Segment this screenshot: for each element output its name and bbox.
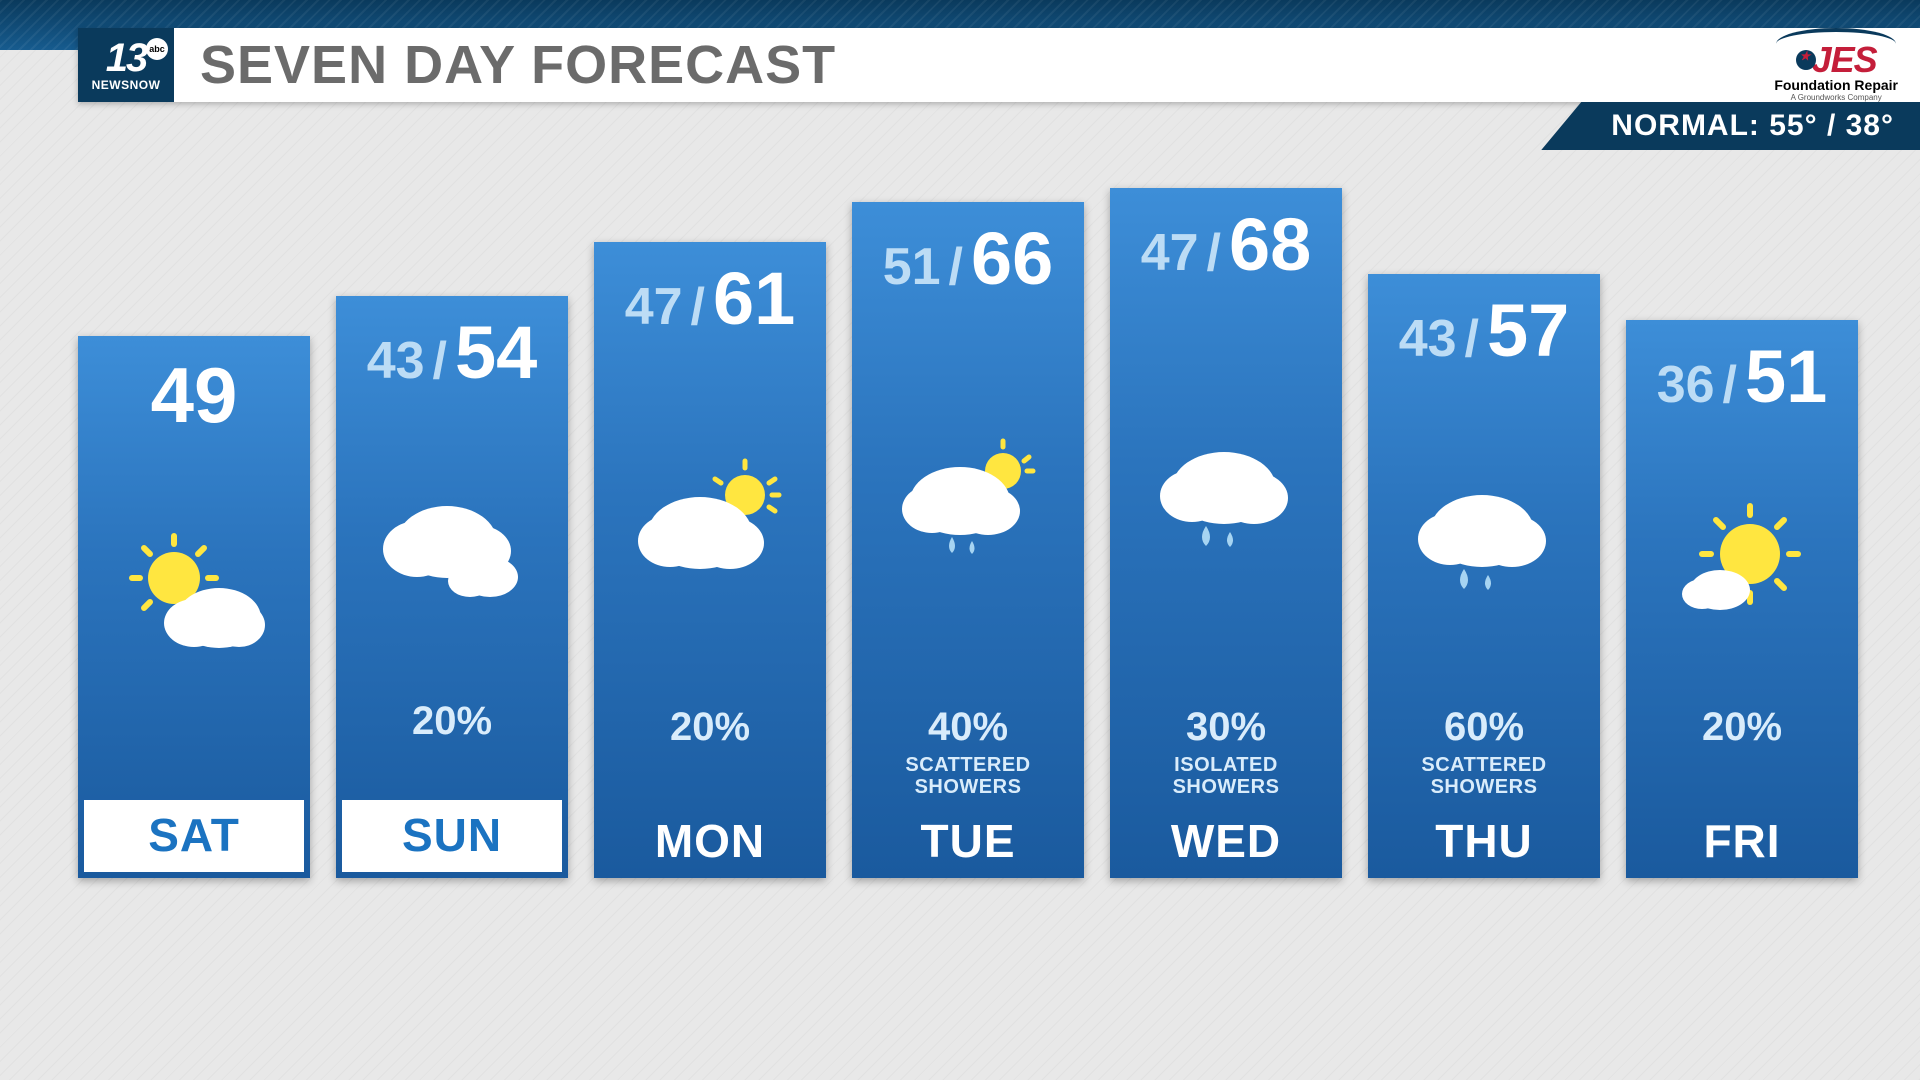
day-label: MON xyxy=(594,806,826,878)
cloud-rain-icon xyxy=(1110,287,1342,705)
temp-separator: / xyxy=(691,277,705,337)
low-temp: 47 xyxy=(1141,223,1199,283)
high-temp: 68 xyxy=(1229,202,1311,287)
partly-cloudy-icon xyxy=(594,341,826,705)
high-temp: 54 xyxy=(455,310,537,395)
sun-rain-icon xyxy=(852,301,1084,705)
temp-separator: / xyxy=(1465,309,1479,369)
condition-text: SCATTEREDSHOWERS xyxy=(905,754,1030,800)
temp-separator: / xyxy=(949,237,963,297)
high-temp: 51 xyxy=(1745,334,1827,419)
temps: 43/57 xyxy=(1399,288,1570,373)
high-temp: 49 xyxy=(151,350,238,441)
forecast-row: 49 SAT43/5420% SUN47/6120% MON51/6640%SC… xyxy=(78,188,1858,878)
sponsor-sub: Foundation Repair xyxy=(1774,77,1898,93)
day-label: TUE xyxy=(852,806,1084,878)
station-logo: abc 13 NEWSNOW xyxy=(78,28,174,102)
temp-separator: / xyxy=(1723,355,1737,415)
forecast-day-fri: 36/51 20% FRI xyxy=(1626,320,1858,878)
station-tag: NEWSNOW xyxy=(92,78,161,92)
precip-chance: 20% xyxy=(412,699,492,744)
day-label: SAT xyxy=(84,800,304,872)
high-temp: 61 xyxy=(713,256,795,341)
abc-badge: abc xyxy=(146,38,168,60)
forecast-day-sat: 49 SAT xyxy=(78,336,310,878)
low-temp: 43 xyxy=(367,331,425,391)
forecast-day-wed: 47/68 30%ISOLATEDSHOWERS WED xyxy=(1110,188,1342,878)
day-label: FRI xyxy=(1626,806,1858,878)
temps: 47/68 xyxy=(1141,202,1312,287)
high-temp: 57 xyxy=(1487,288,1569,373)
temp-separator: / xyxy=(1207,223,1221,283)
precip-chance: 40% xyxy=(928,705,1008,750)
low-temp: 43 xyxy=(1399,309,1457,369)
forecast-day-mon: 47/61 20% MON xyxy=(594,242,826,878)
page-title: SEVEN DAY FORECAST xyxy=(200,34,836,96)
day-label: THU xyxy=(1368,806,1600,878)
sponsor-logo: JES Foundation Repair A Groundworks Comp… xyxy=(1774,28,1920,102)
low-temp: 47 xyxy=(625,277,683,337)
temps: 51/66 xyxy=(883,216,1054,301)
low-temp: 51 xyxy=(883,237,941,297)
precip-chance: 20% xyxy=(670,705,750,750)
condition-text: SCATTEREDSHOWERS xyxy=(1421,754,1546,800)
sponsor-name: JES xyxy=(1812,39,1877,80)
low-temp: 36 xyxy=(1657,355,1715,415)
temps: 36/51 xyxy=(1657,334,1828,419)
temp-separator: / xyxy=(433,331,447,391)
high-temp: 66 xyxy=(971,216,1053,301)
cloud-rain-icon xyxy=(1368,373,1600,705)
forecast-day-tue: 51/66 40%SCATTEREDSHOWERS TUE xyxy=(852,202,1084,878)
mostly-sunny-icon xyxy=(1626,419,1858,705)
precip-chance: 20% xyxy=(1702,705,1782,750)
precip-chance: 30% xyxy=(1186,705,1266,750)
day-label: SUN xyxy=(342,800,562,872)
temps: 47/61 xyxy=(625,256,796,341)
sponsor-tiny: A Groundworks Company xyxy=(1774,93,1898,102)
header-bar: abc 13 NEWSNOW SEVEN DAY FORECAST JES Fo… xyxy=(78,28,1920,102)
precip-chance: 60% xyxy=(1444,705,1524,750)
forecast-day-thu: 43/57 60%SCATTEREDSHOWERS THU xyxy=(1368,274,1600,878)
sun-cloud-icon xyxy=(78,441,310,744)
forecast-day-sun: 43/54 20% SUN xyxy=(336,296,568,878)
day-label: WED xyxy=(1110,806,1342,878)
temps: 43/54 xyxy=(367,310,538,395)
normal-temps: NORMAL: 55° / 38° xyxy=(1541,102,1920,150)
condition-text: ISOLATEDSHOWERS xyxy=(1173,754,1280,800)
station-number: 13 xyxy=(106,38,147,78)
cloudy-icon xyxy=(336,395,568,699)
